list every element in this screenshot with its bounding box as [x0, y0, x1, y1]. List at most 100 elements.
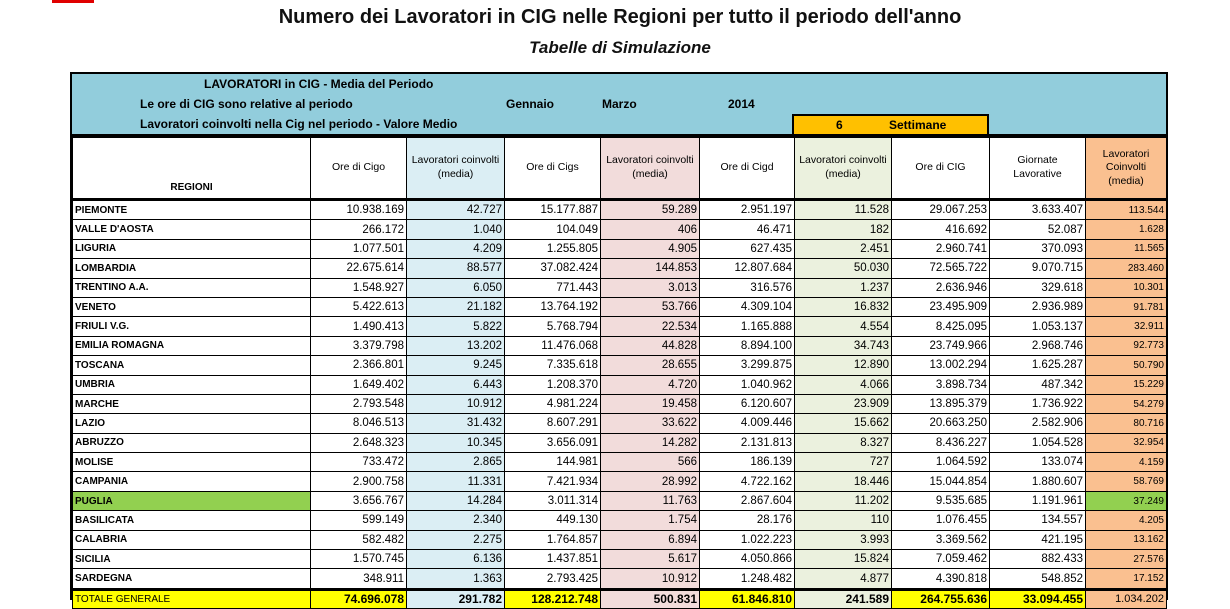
value-cell: 283.460 [1085, 258, 1167, 279]
value-cell: 1.363 [406, 568, 505, 590]
header-giornate: Giornate Lavorative [989, 137, 1086, 201]
value-cell: 4.554 [794, 316, 892, 337]
value-cell: 14.282 [600, 432, 700, 454]
value-cell: 599.149 [310, 510, 407, 531]
banner-month-to: Marzo [602, 97, 637, 111]
region-cell: CALABRIA [72, 529, 311, 551]
value-cell: 28.655 [600, 355, 700, 376]
value-cell: 23.909 [794, 393, 892, 415]
table-row: LIGURIA 1.077.501 4.209 1.255.805 4.905 627.4… [72, 238, 1167, 260]
value-cell: 32.954 [1085, 432, 1167, 454]
value-cell: 61.846.810 [699, 587, 795, 609]
value-cell: 1.437.851 [504, 549, 601, 570]
value-cell: 34.743 [794, 335, 892, 357]
value-cell: 12.890 [794, 355, 892, 376]
header-row: REGIONI Ore di Cigo Lavoratori coinvolti (… [72, 137, 1167, 201]
value-cell: 4.720 [600, 374, 700, 395]
page-title: Numero dei Lavoratori in CIG nelle Regio… [278, 6, 962, 28]
value-cell: 582.482 [310, 529, 407, 551]
value-cell: 241.589 [794, 587, 892, 609]
table-row: CALABRIA 582.482 2.275 1.764.857 6.894 1.022.… [72, 529, 1167, 551]
region-cell: LOMBARDIA [72, 258, 311, 279]
value-cell: 92.773 [1085, 335, 1167, 357]
region-cell: SARDEGNA [72, 568, 311, 590]
value-cell: 22.675.614 [310, 258, 407, 279]
region-cell: VALLE D'AOSTA [72, 219, 311, 240]
value-cell: 80.716 [1085, 413, 1167, 434]
value-cell: 329.618 [989, 277, 1086, 298]
value-cell: 1.490.413 [310, 316, 407, 337]
value-cell: 3.898.734 [891, 374, 990, 395]
value-cell: 11.202 [794, 490, 892, 512]
header-ore-cigo: Ore di Cigo [310, 137, 407, 201]
table-row: ABRUZZO 2.648.323 10.345 3.656.091 14.282 2.1… [72, 432, 1167, 454]
header-lavoratori-cigo: Lavoratori coinvolti (media) [406, 137, 505, 201]
value-cell: 10.301 [1085, 277, 1167, 298]
value-cell: 144.981 [504, 452, 601, 473]
region-cell: VENETO [72, 296, 311, 318]
value-cell: 2.636.946 [891, 277, 990, 298]
value-cell: 264.755.636 [891, 587, 990, 609]
region-cell: MARCHE [72, 393, 311, 415]
value-cell: 1.064.592 [891, 452, 990, 473]
region-cell: PUGLIA [72, 490, 311, 512]
value-cell: 17.152 [1085, 568, 1167, 590]
value-cell: 29.067.253 [891, 198, 990, 221]
value-cell: 28.176 [699, 510, 795, 531]
value-cell: 1.880.607 [989, 471, 1086, 492]
value-cell: 4.905 [600, 238, 700, 260]
value-cell: 9.535.685 [891, 490, 990, 512]
value-cell: 8.425.095 [891, 316, 990, 337]
value-cell: 6.050 [406, 277, 505, 298]
value-cell: 3.013 [600, 277, 700, 298]
table-row: BASILICATA 599.149 2.340 449.130 1.754 28.176… [72, 510, 1167, 531]
value-cell: 4.981.224 [504, 393, 601, 415]
value-cell: 2.451 [794, 238, 892, 260]
value-cell: 1.649.402 [310, 374, 407, 395]
cig-table-sheet: LAVORATORI in CIG - Media del Periodo Le… [70, 72, 1168, 609]
value-cell: 3.379.798 [310, 335, 407, 357]
value-cell: 1.208.370 [504, 374, 601, 395]
value-cell: 50.030 [794, 258, 892, 279]
value-cell: 182 [794, 219, 892, 240]
value-cell: 13.162 [1085, 529, 1167, 551]
table-row: LOMBARDIA 22.675.614 88.577 37.082.424 144.8… [72, 258, 1167, 279]
region-cell: TOSCANA [72, 355, 311, 376]
banner-month-from: Gennaio [506, 97, 555, 111]
value-cell: 1.628 [1085, 219, 1167, 240]
value-cell: 1.548.927 [310, 277, 407, 298]
value-cell: 1.022.223 [699, 529, 795, 551]
value-cell: 3.656.767 [310, 490, 407, 512]
value-cell: 44.828 [600, 335, 700, 357]
value-cell: 3.011.314 [504, 490, 601, 512]
value-cell: 53.766 [600, 296, 700, 318]
region-cell: UMBRIA [72, 374, 311, 395]
value-cell: 11.528 [794, 198, 892, 221]
value-cell: 3.369.562 [891, 529, 990, 551]
value-cell: 20.663.250 [891, 413, 990, 434]
value-cell: 8.436.227 [891, 432, 990, 454]
value-cell: 15.177.887 [504, 198, 601, 221]
value-cell: 11.331 [406, 471, 505, 492]
header-regioni: REGIONI [72, 137, 311, 201]
value-cell: 1.077.501 [310, 238, 407, 260]
value-cell: 291.782 [406, 587, 505, 609]
value-cell: 2.968.746 [989, 335, 1086, 357]
table-row: MOLISE 733.472 2.865 144.981 566 186.139 727 1.… [72, 452, 1167, 473]
total-row: TOTALE GENERALE 74.696.078 291.782 128.212.… [72, 587, 1167, 609]
value-cell: 1.736.922 [989, 393, 1086, 415]
region-cell: EMILIA ROMAGNA [72, 335, 311, 357]
value-cell: 1.237 [794, 277, 892, 298]
value-cell: 5.617 [600, 549, 700, 570]
weeks-label: Settimane [889, 118, 947, 132]
table-row: UMBRIA 1.649.402 6.443 1.208.370 4.720 1.040.… [72, 374, 1167, 395]
value-cell: 186.139 [699, 452, 795, 473]
region-cell: ABRUZZO [72, 432, 311, 454]
value-cell: 37.082.424 [504, 258, 601, 279]
value-cell: 74.696.078 [310, 587, 407, 609]
value-cell: 7.059.462 [891, 549, 990, 570]
header-ore-cig: Ore di CIG [891, 137, 990, 201]
value-cell: 104.049 [504, 219, 601, 240]
value-cell: 1.191.961 [989, 490, 1086, 512]
value-cell: 1.165.888 [699, 316, 795, 337]
